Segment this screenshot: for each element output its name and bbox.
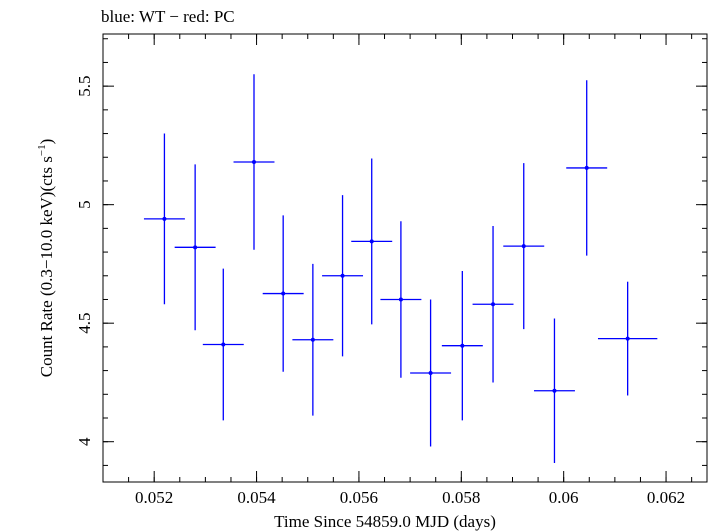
plot-frame (102, 33, 708, 483)
data-point (428, 370, 433, 375)
x-tick-label: 0.056 (340, 488, 378, 507)
data-point (281, 291, 286, 296)
x-axis-label: Time Since 54859.0 MJD (days) (274, 512, 496, 531)
y-tick-label: 4.5 (75, 313, 94, 334)
chart-title: blue: WT − red: PC (101, 7, 235, 26)
x-tick-label: 0.054 (237, 488, 276, 507)
y-tick-label: 5 (75, 200, 94, 209)
data-marks (143, 74, 658, 464)
data-point (221, 342, 226, 347)
data-point (460, 343, 465, 348)
axis-ticks (102, 34, 707, 482)
data-point (193, 245, 198, 250)
y-axis-label-end: ) (37, 139, 56, 145)
data-point (340, 273, 345, 278)
x-tick-label: 0.052 (135, 488, 173, 507)
y-tick-label: 5.5 (75, 76, 94, 97)
tick-labels: 0.052 0.054 0.056 0.058 0.06 0.062 4 4.5 5 5.5 (75, 76, 685, 507)
data-point (491, 302, 496, 307)
data-point (552, 388, 557, 393)
data-point (521, 244, 526, 249)
data-point (584, 165, 589, 170)
y-axis-label-main: Count Rate (0.3−10.0 keV)(cts s (37, 156, 56, 377)
data-point (398, 297, 403, 302)
y-axis-label-superscript: −1 (36, 144, 48, 156)
data-point (369, 239, 374, 244)
data-point (625, 336, 630, 341)
x-tick-label: 0.06 (549, 488, 579, 507)
data-point (310, 337, 315, 342)
data-point (162, 216, 167, 221)
y-tick-label: 4 (75, 437, 94, 446)
data-point (252, 160, 256, 164)
x-tick-label: 0.062 (647, 488, 685, 507)
x-tick-label: 0.058 (442, 488, 480, 507)
y-axis-label: Count Rate (0.3−10.0 keV)(cts s−1) (36, 139, 56, 378)
